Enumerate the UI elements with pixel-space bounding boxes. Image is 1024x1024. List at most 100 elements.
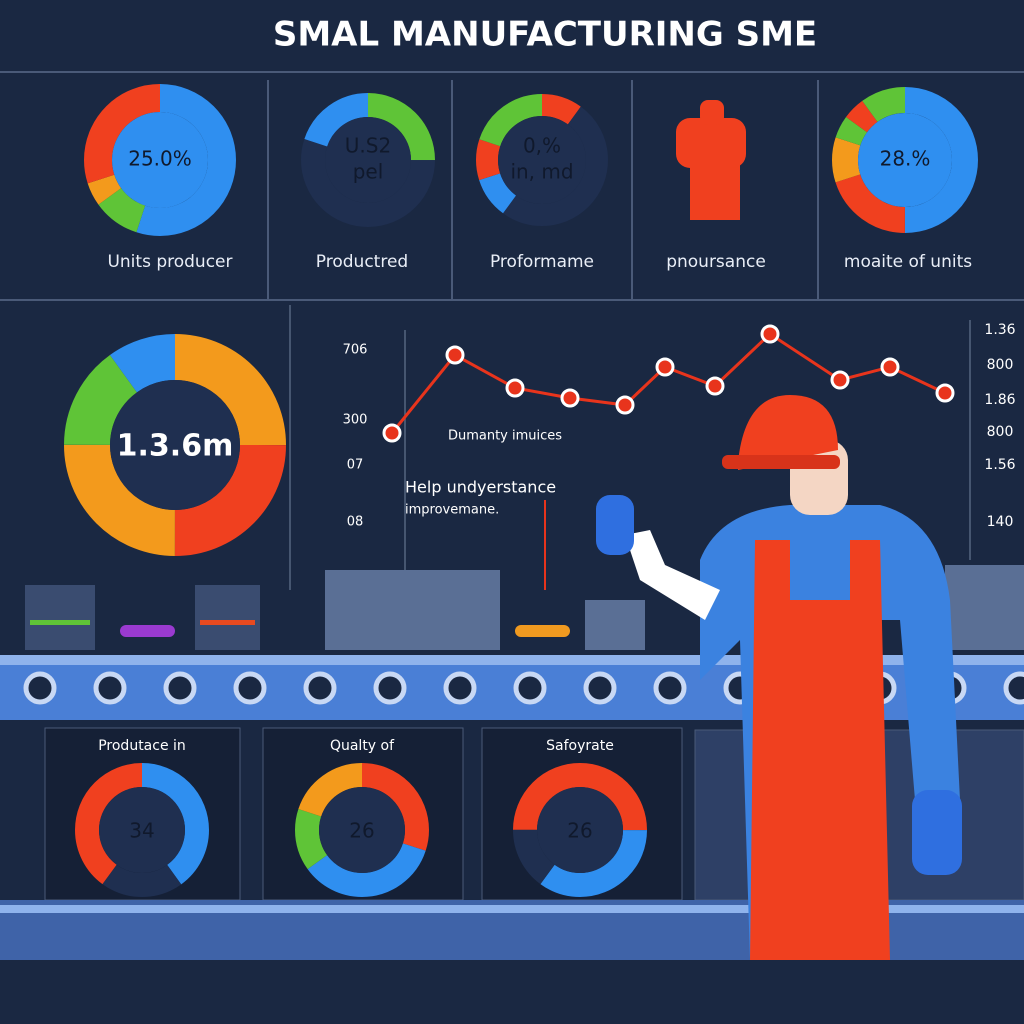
donut-segment	[476, 94, 608, 226]
gauge-value: 26	[349, 819, 374, 843]
right-axis-label: 800	[987, 424, 1014, 440]
roller	[163, 671, 197, 705]
roller	[513, 671, 547, 705]
labels: 25.0%Units producerU.S2pelProductred0,%i…	[98, 134, 1015, 843]
donut-hole	[325, 117, 411, 203]
center-value: 1.3.6m	[117, 429, 234, 464]
machine	[25, 585, 95, 650]
donut-hole	[99, 787, 185, 873]
annotation: Dumanty imuices	[448, 429, 562, 444]
trend-axes	[289, 305, 971, 590]
donut-segment	[832, 87, 978, 233]
trend-points	[382, 324, 955, 443]
kpi-value: 0,%	[523, 134, 561, 158]
donut-segment	[295, 763, 429, 897]
kpi-label: Units producer	[107, 252, 232, 272]
kpi-label: moaite of units	[844, 252, 972, 272]
roller	[373, 671, 407, 705]
left-axis-label: 08	[347, 515, 364, 530]
title: SMAL MANUFACTURING SME	[273, 15, 817, 55]
arm	[625, 530, 720, 620]
kpi-label: Proformame	[490, 252, 594, 272]
left-axis-label: 300	[343, 413, 368, 428]
fist	[676, 118, 746, 168]
donut-segment	[84, 84, 236, 236]
thumb	[700, 100, 724, 125]
overalls	[750, 540, 890, 960]
lower-belt-top	[0, 905, 1024, 913]
trend-point	[705, 376, 725, 396]
left-axis-label: 07	[347, 458, 364, 473]
donut-hole	[537, 787, 623, 873]
donut-segment	[832, 87, 978, 233]
machine	[585, 600, 645, 650]
conveyor-top	[0, 655, 1024, 665]
glove	[596, 495, 634, 555]
donuts	[64, 84, 978, 897]
trend-point	[382, 423, 402, 443]
roller	[583, 671, 617, 705]
kpi-value: in, md	[510, 160, 573, 184]
kpi-value: U.S2	[345, 134, 391, 158]
trend-point	[880, 357, 900, 377]
kpi-label: Productred	[316, 252, 408, 272]
trend-point	[830, 370, 850, 390]
helmet-brim	[722, 455, 840, 469]
donut-hole	[498, 116, 586, 204]
donut-segment	[295, 763, 429, 897]
right-axis-label: 140	[987, 514, 1014, 530]
roller	[93, 671, 127, 705]
note: improvemane.	[405, 503, 499, 518]
trend-point	[935, 383, 955, 403]
worker	[596, 395, 962, 960]
trend-point	[505, 378, 525, 398]
gauge-label: Produtace in	[98, 738, 186, 754]
glove	[912, 790, 962, 875]
fist-icon	[676, 100, 746, 220]
helmet	[738, 395, 838, 470]
trend-point	[445, 345, 465, 365]
card-dividers	[0, 71, 1024, 301]
roller	[653, 671, 687, 705]
roller	[1003, 671, 1024, 705]
donut-segment	[75, 763, 209, 897]
machines	[25, 565, 1024, 650]
kpi-value: 28.%	[880, 147, 931, 171]
roller	[233, 671, 267, 705]
stack	[120, 625, 175, 637]
donut-segment	[64, 334, 286, 556]
left-axis-label: 706	[343, 343, 368, 358]
donut-segment	[301, 93, 435, 227]
roller	[23, 671, 57, 705]
right-axis-label: 1.36	[984, 322, 1015, 338]
right-axis-label: 1.86	[984, 392, 1015, 408]
donut-hole	[112, 112, 208, 208]
donut-segment	[64, 334, 286, 556]
trend-point	[615, 395, 635, 415]
donut-segment	[295, 763, 429, 897]
kpi-value: 25.0%	[128, 147, 192, 171]
right-axis-label: 800	[987, 357, 1014, 373]
trend-point	[655, 357, 675, 377]
stack	[515, 625, 570, 637]
donut-segment	[476, 94, 608, 226]
donut-hole	[858, 113, 952, 207]
right-axis-label: 1.56	[984, 457, 1015, 473]
machine	[325, 570, 500, 650]
donut-segment	[301, 93, 435, 227]
machine	[195, 585, 260, 650]
roller	[443, 671, 477, 705]
roller	[303, 671, 337, 705]
machine	[945, 565, 1024, 650]
trend-point	[560, 388, 580, 408]
donut-segment	[64, 334, 286, 556]
gauge-label: Qualty of	[330, 738, 395, 754]
gauge-value: 34	[129, 819, 154, 843]
donut-segment	[513, 763, 647, 897]
kpi-label: pnoursance	[666, 252, 766, 272]
donut-segment	[513, 763, 647, 897]
donut-segment	[75, 763, 209, 897]
note: Help undyerstance	[405, 478, 556, 497]
